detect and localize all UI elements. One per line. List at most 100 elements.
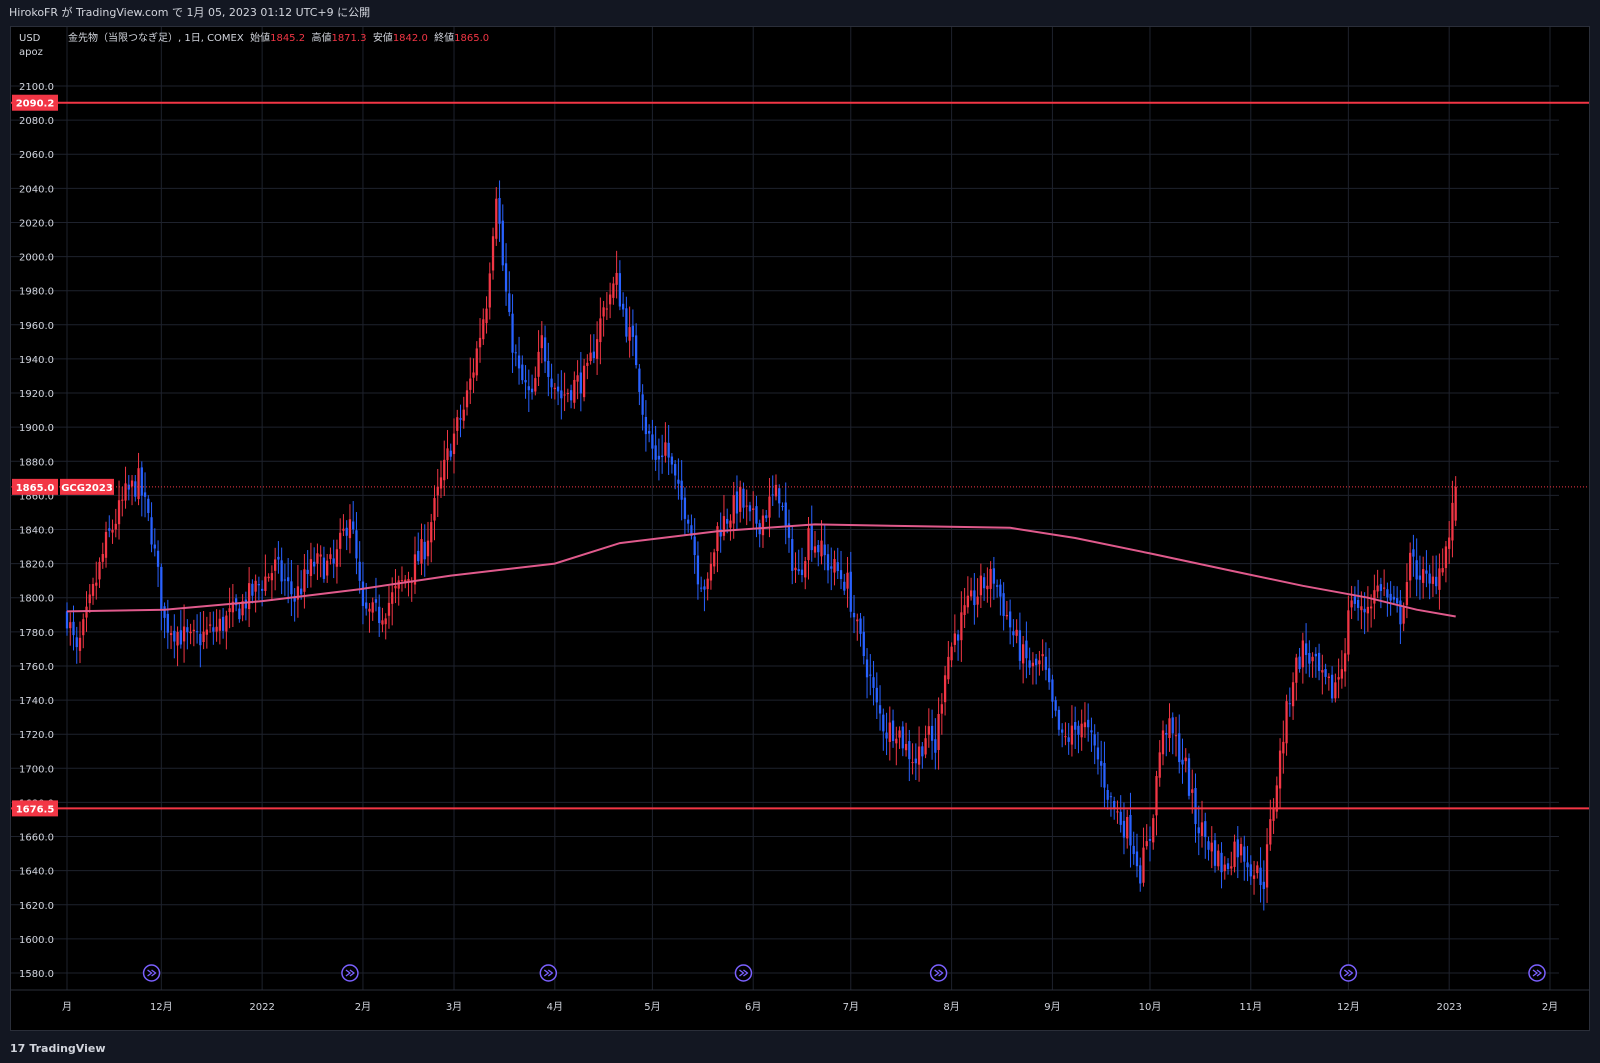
candle-body [1295,657,1298,683]
candle-body [1103,762,1106,788]
candle-body [719,529,722,537]
candle-body [982,577,986,589]
candle-body [774,484,778,497]
candle-body [1041,654,1044,657]
last-price-label: 1865.0 [16,483,55,494]
x-tick-label: 7月 [843,1001,859,1013]
candle-body [192,629,195,632]
candle-body [940,704,943,714]
candle-body [1278,750,1282,789]
candle-body [1343,653,1347,672]
candle-body [534,378,537,392]
candle-body [1022,644,1025,664]
x-tick-label: 月 [62,1001,72,1013]
candle-body [475,348,478,376]
candle-body [1330,674,1334,699]
candle-body [573,379,576,403]
candle-body [244,599,248,609]
candle-body [241,601,244,616]
legend-close-label: 終値 [434,33,455,44]
candle-body [953,633,956,645]
candle-body [995,585,999,587]
candle-body [1233,841,1236,867]
candle-body [556,386,560,392]
candle-body [732,495,735,524]
candle-body [163,606,166,618]
y-tick-label: 1920.0 [19,389,54,400]
series-legend: 金先物（当限つなぎ足）, 1日, COMEX 始値1845.2 高値1871.3… [68,32,489,46]
candle-body [1444,546,1448,569]
candle-body [176,631,179,646]
candle-body [391,592,394,604]
x-tick-label: 4月 [547,1001,563,1013]
chart-frame[interactable]: 1580.01600.01620.01640.01660.01680.01700… [10,26,1590,1031]
candle-body [1012,631,1015,636]
candle-body [1005,614,1009,617]
candle-body [508,293,511,313]
candle-body [124,483,127,501]
publisher-text: HirokoFR が TradingView.com で 1月 05, 2023… [9,6,371,19]
candle-body [1116,811,1119,813]
y-tick-label: 2080.0 [19,116,54,127]
candle-body [778,488,781,504]
chart-background [11,27,1589,1030]
candle-body [1321,670,1324,673]
candle-body [1272,808,1275,821]
footer-brand[interactable]: 17 TradingView [10,1040,106,1058]
candle-body [869,674,872,676]
candle-body [251,583,254,596]
candle-body [677,479,680,484]
x-tick-label: 5月 [644,1001,660,1013]
candle-body [589,352,592,362]
candle-body [365,602,368,609]
candle-body [550,378,553,388]
candle-body [1064,736,1067,738]
candle-body [1113,800,1116,809]
candle-body [257,584,261,586]
candle-body [690,525,693,536]
candle-body [735,491,739,514]
candle-body [849,571,852,612]
candle-body [1265,844,1269,888]
candle-body [638,368,641,392]
candle-body [218,618,221,631]
candle-body [664,442,667,456]
x-tick-label: 2022 [249,1002,274,1013]
candle-body [358,561,361,581]
candle-body [956,634,960,641]
candle-body [1451,502,1454,541]
candle-body [530,388,534,393]
candle-body [560,390,563,399]
candle-body [1158,752,1161,778]
candle-body [1181,759,1184,765]
candle-body [225,615,228,632]
candle-body [1051,679,1054,702]
candle-body [215,626,218,632]
candle-body [1174,735,1178,737]
x-tick-label: 6月 [745,1001,761,1013]
candle-body [179,630,182,645]
candle-body [648,431,651,434]
candle-body [888,722,891,742]
candle-body [205,629,208,635]
y-tick-label: 1580.0 [19,969,54,980]
candle-body [1334,682,1337,699]
candle-body [1087,719,1090,728]
last-price-tag [12,478,58,495]
candle-body [1018,630,1022,661]
candle-body [599,318,602,343]
candle-body [976,596,979,605]
candle-body [1008,611,1012,628]
candle-body [407,578,410,582]
candle-body [368,608,371,612]
candle-body [856,619,859,622]
candle-body [85,606,88,618]
candle-body [478,337,482,348]
candle-body [1392,596,1396,600]
candle-body [287,577,290,582]
candle-body [761,515,765,536]
candle-body [579,372,582,394]
candlestick-chart[interactable]: 1580.01600.01620.01640.01660.01680.01700… [11,27,1589,1030]
candle-body [143,492,147,497]
candle-body [1210,842,1213,852]
